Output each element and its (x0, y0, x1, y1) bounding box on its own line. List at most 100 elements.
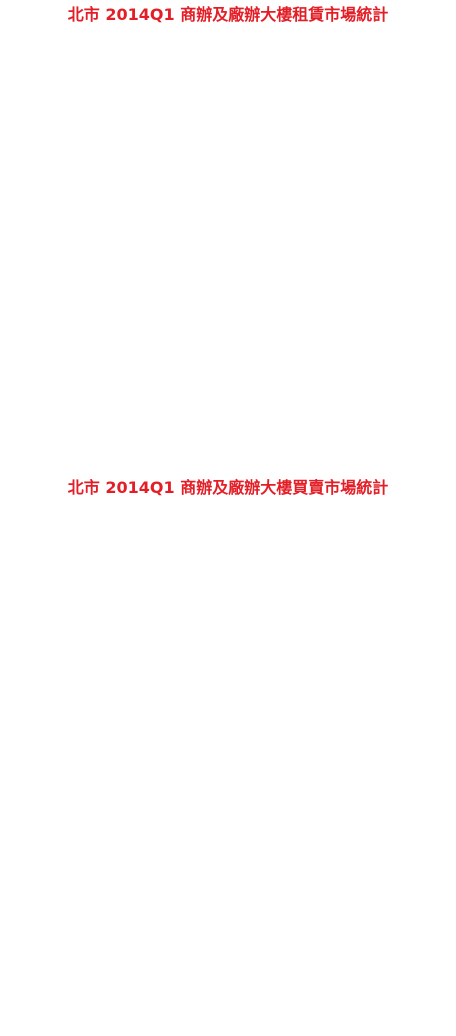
cell: 2.41% (345, 733, 434, 760)
cell: 1,051 (88, 420, 177, 447)
cell: 52.5 (88, 863, 177, 890)
cell: 76.8 (176, 811, 263, 838)
data-row: 內科文德段 43.3 43.0 2.91% 2.93% (0, 915, 434, 942)
cell: 2,807 (88, 108, 177, 135)
cell: 6.32% (262, 82, 347, 109)
cell: 2.32% (262, 785, 347, 812)
cell: 1,805 (176, 316, 263, 343)
cell: 2.39% (345, 655, 434, 682)
subheader-cell: 2013Q4 (176, 555, 263, 578)
data-row: 松江南京 82.5 80.1 2.33% 2.37% (0, 681, 434, 708)
cell: 1,729 (88, 264, 177, 291)
cell: 2.21% (345, 707, 434, 734)
cell: 1,611 (176, 290, 263, 317)
cell: 2.58% (345, 889, 434, 916)
cell: 1,620 (88, 290, 177, 317)
cell: 7.10% (262, 316, 347, 343)
cell: 2.24% (262, 733, 347, 760)
data-row: A 級純辦 1,808 1,784 5.07% 6.30% (0, 134, 434, 161)
data-row: 內科西湖段 58.5 57.3 2.53% 2.58% (0, 889, 434, 916)
cell: 100.3 (88, 707, 177, 734)
cell: 1,593 (176, 186, 263, 213)
data-row: 南京四五段 1,501 1,489 5.29% 7.24% (0, 238, 434, 265)
header-cell: 平均售價（萬元 / 坪） (88, 507, 263, 556)
row-label: 復興南京 (0, 785, 89, 812)
row-label: 松江南京 (0, 681, 89, 708)
cell: 1,983 (88, 82, 177, 109)
cell: 81.0 (88, 785, 177, 812)
row-label: B 級純辦 (0, 655, 89, 682)
cell: 2.26% (262, 603, 347, 630)
cell: 6.97% (345, 342, 434, 369)
data-row: 信義世貿 2,680 2,672 9.13% 10.87% (0, 212, 434, 239)
cell: 1,438 (88, 160, 177, 187)
cell: 51.6 (176, 863, 263, 890)
cell: 4.02% (262, 290, 347, 317)
cell: 3.55% (262, 186, 347, 213)
cell: 1,721 (176, 264, 263, 291)
row-label: 南京四五段 (0, 733, 89, 760)
cell: 136 (176, 603, 263, 630)
cell: 1,978 (176, 82, 263, 109)
cell: 80.1 (176, 681, 263, 708)
data-row: 復興南京 1,620 1,611 4.02% 4.48% (0, 290, 434, 317)
data-row: 廠辦平均 1,161 1,161 9.23% 9.84% (0, 368, 434, 395)
header-cell: 年化毛租金資本化率 （%） (261, 507, 434, 556)
data-row: 信義世貿 100.3 99.0 2.21% 2.21% (0, 707, 434, 734)
cell: 75.4 (88, 733, 177, 760)
cell: 5.07% (262, 134, 347, 161)
cell: 2.16% (262, 837, 347, 864)
row-label: 廠辦平均 (0, 368, 89, 395)
cell: 1,234 (88, 394, 177, 421)
subheader-cell: 2014Q1 (88, 555, 177, 578)
cell: 1,051 (176, 420, 263, 447)
cell: 97.6 (88, 837, 177, 864)
cell: 1,811 (88, 316, 177, 343)
cell: 1,808 (88, 134, 177, 161)
cell: 2.19% (345, 837, 434, 864)
row-label: 信義世貿 (0, 212, 89, 239)
cell: 76.8 (88, 811, 177, 838)
cell: 10.71% (345, 108, 434, 135)
row-label: A 級純辦 (0, 629, 89, 656)
data-row: B 級純辦 73.7 71.5 2.32% 2.39% (0, 655, 434, 682)
cell: 2.77% (262, 759, 347, 786)
row-label: B 級純辦 (0, 160, 89, 187)
cell: 96.3 (176, 837, 263, 864)
cell: 6.89% (345, 394, 434, 421)
cell: 58.5 (88, 889, 177, 916)
table-title: 北市 2014Q1 商辦及廠辦大樓租賃市場統計 (0, 0, 456, 30)
cell: 2.70% (345, 863, 434, 890)
subheader-cell: 2014Q1 (88, 60, 177, 83)
cell: 2.51% (345, 811, 434, 838)
cell: 2.32% (262, 655, 347, 682)
subheader-cell: 2014Q1 (262, 555, 347, 578)
row-label: 松江南京 (0, 186, 89, 213)
cell: 57.3 (176, 889, 263, 916)
cell: 2.91% (262, 915, 347, 942)
cell: 43.0 (176, 915, 263, 942)
header-row: 買賣市場 平均售價（萬元 / 坪） 年化毛租金資本化率 （%） (0, 507, 434, 578)
cell: 2.37% (345, 577, 434, 604)
cell: 84.4 (88, 577, 177, 604)
cell: 7.24% (345, 238, 434, 265)
cell: 69.5 (88, 759, 177, 786)
cell: 2.52% (262, 811, 347, 838)
cell: 136 (88, 603, 177, 630)
data-row: 復興南京 81.0 78.1 2.32% 2.39% (0, 785, 434, 812)
data-table: 買賣市場 平均售價（萬元 / 坪） 年化毛租金資本化率 （%） 2014Q1 2013Q… (0, 507, 434, 942)
cell: 82.5 (88, 681, 177, 708)
cell: 1,973 (88, 342, 177, 369)
row-label: A+ 級大樓 (0, 108, 89, 135)
cell: 2.26% (345, 603, 434, 630)
row-label: 站前西門 (0, 264, 89, 291)
cell: 90.7 (88, 629, 177, 656)
cell: 2.33% (262, 577, 347, 604)
row-label: A+ 級大樓 (0, 603, 89, 630)
cell: 2.37% (345, 681, 434, 708)
row-label: 敦南 (0, 342, 89, 369)
cell: 69.6 (176, 733, 263, 760)
data-row: 內科西湖段 1,234 1,234 5.66% 6.89% (0, 394, 434, 421)
cell: 2,006 (176, 342, 263, 369)
